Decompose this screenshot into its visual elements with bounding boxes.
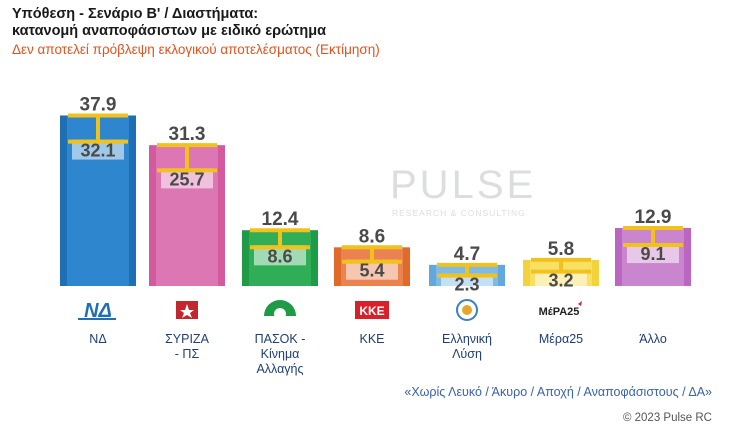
party-logo-3: KKE bbox=[355, 301, 389, 319]
lower-label-box-2 bbox=[254, 245, 306, 266]
upper-value-label-4: 4.7 bbox=[454, 244, 480, 265]
lower-value-label-4: 2.3 bbox=[454, 275, 479, 295]
copyright: © 2023 Pulse RC bbox=[622, 412, 712, 424]
title-line-2: κατανομή αναποφάσιστων με ειδικό ερώτημα bbox=[12, 23, 327, 39]
lower-label-box-1 bbox=[161, 168, 213, 189]
party-logo-4 bbox=[456, 299, 478, 321]
lower-label-box-3 bbox=[346, 259, 398, 280]
upper-value-label-2: 12.4 bbox=[262, 209, 299, 230]
party-logo-0: ΝΔ bbox=[78, 300, 116, 322]
footnote: «Χωρίς Λευκό / Άκυρο / Αποχή / Αναποφάσι… bbox=[404, 385, 712, 399]
svg-text:ΜέΡΑ25: ΜέΡΑ25 bbox=[539, 306, 580, 318]
lower-value-label-5: 3.2 bbox=[548, 271, 573, 291]
upper-value-label-5: 5.8 bbox=[548, 239, 574, 260]
svg-text:KKE: KKE bbox=[359, 304, 384, 318]
category-label-5: Μέρα25 bbox=[538, 332, 584, 346]
pulse-watermark: PULSE RESEARCH & CONSULTING bbox=[390, 163, 536, 218]
category-label-4: Ελληνική Λύση bbox=[441, 332, 493, 361]
category-label-1: ΣΥΡΙΖΑ - ΠΣ bbox=[165, 332, 209, 361]
title-line-1: Υπόθεση - Σενάριο Β' / Διαστήματα: bbox=[12, 6, 259, 22]
lower-value-label-2: 8.6 bbox=[267, 246, 292, 266]
category-label-2: ΠΑΣΟΚ - Κίνημα Αλλαγής bbox=[254, 332, 306, 376]
lower-label-box-5 bbox=[535, 269, 587, 290]
category-label-6: Άλλο bbox=[639, 332, 667, 346]
lower-value-label-0: 32.1 bbox=[80, 141, 115, 161]
watermark-tagline: RESEARCH & CONSULTING bbox=[392, 208, 526, 218]
lower-label-box-6 bbox=[627, 243, 679, 264]
lower-value-label-3: 5.4 bbox=[359, 261, 384, 281]
category-label-0: ΝΔ bbox=[89, 332, 107, 346]
party-logo-2 bbox=[264, 300, 296, 320]
lower-value-label-6: 9.1 bbox=[640, 244, 665, 264]
lower-label-box-4 bbox=[441, 273, 493, 294]
upper-value-label-6: 12.9 bbox=[635, 207, 672, 228]
upper-value-label-0: 37.9 bbox=[80, 94, 117, 115]
upper-value-label-1: 31.3 bbox=[169, 124, 206, 145]
lower-value-label-1: 25.7 bbox=[169, 169, 204, 189]
upper-value-label-3: 8.6 bbox=[359, 226, 385, 247]
chart-title: Υπόθεση - Σενάριο Β' / Διαστήματα: καταν… bbox=[12, 6, 326, 40]
watermark-brand: PULSE bbox=[390, 163, 536, 207]
party-logo-5: ΜέΡΑ25 bbox=[539, 301, 582, 318]
svg-text:ΝΔ: ΝΔ bbox=[84, 300, 112, 322]
category-label-3: ΚΚΕ bbox=[359, 332, 385, 346]
lower-label-box-0 bbox=[72, 139, 124, 160]
party-logo-1 bbox=[176, 301, 198, 319]
chart-subtitle: Δεν αποτελεί πρόβλεψη εκλογικού αποτελέσ… bbox=[12, 42, 380, 57]
